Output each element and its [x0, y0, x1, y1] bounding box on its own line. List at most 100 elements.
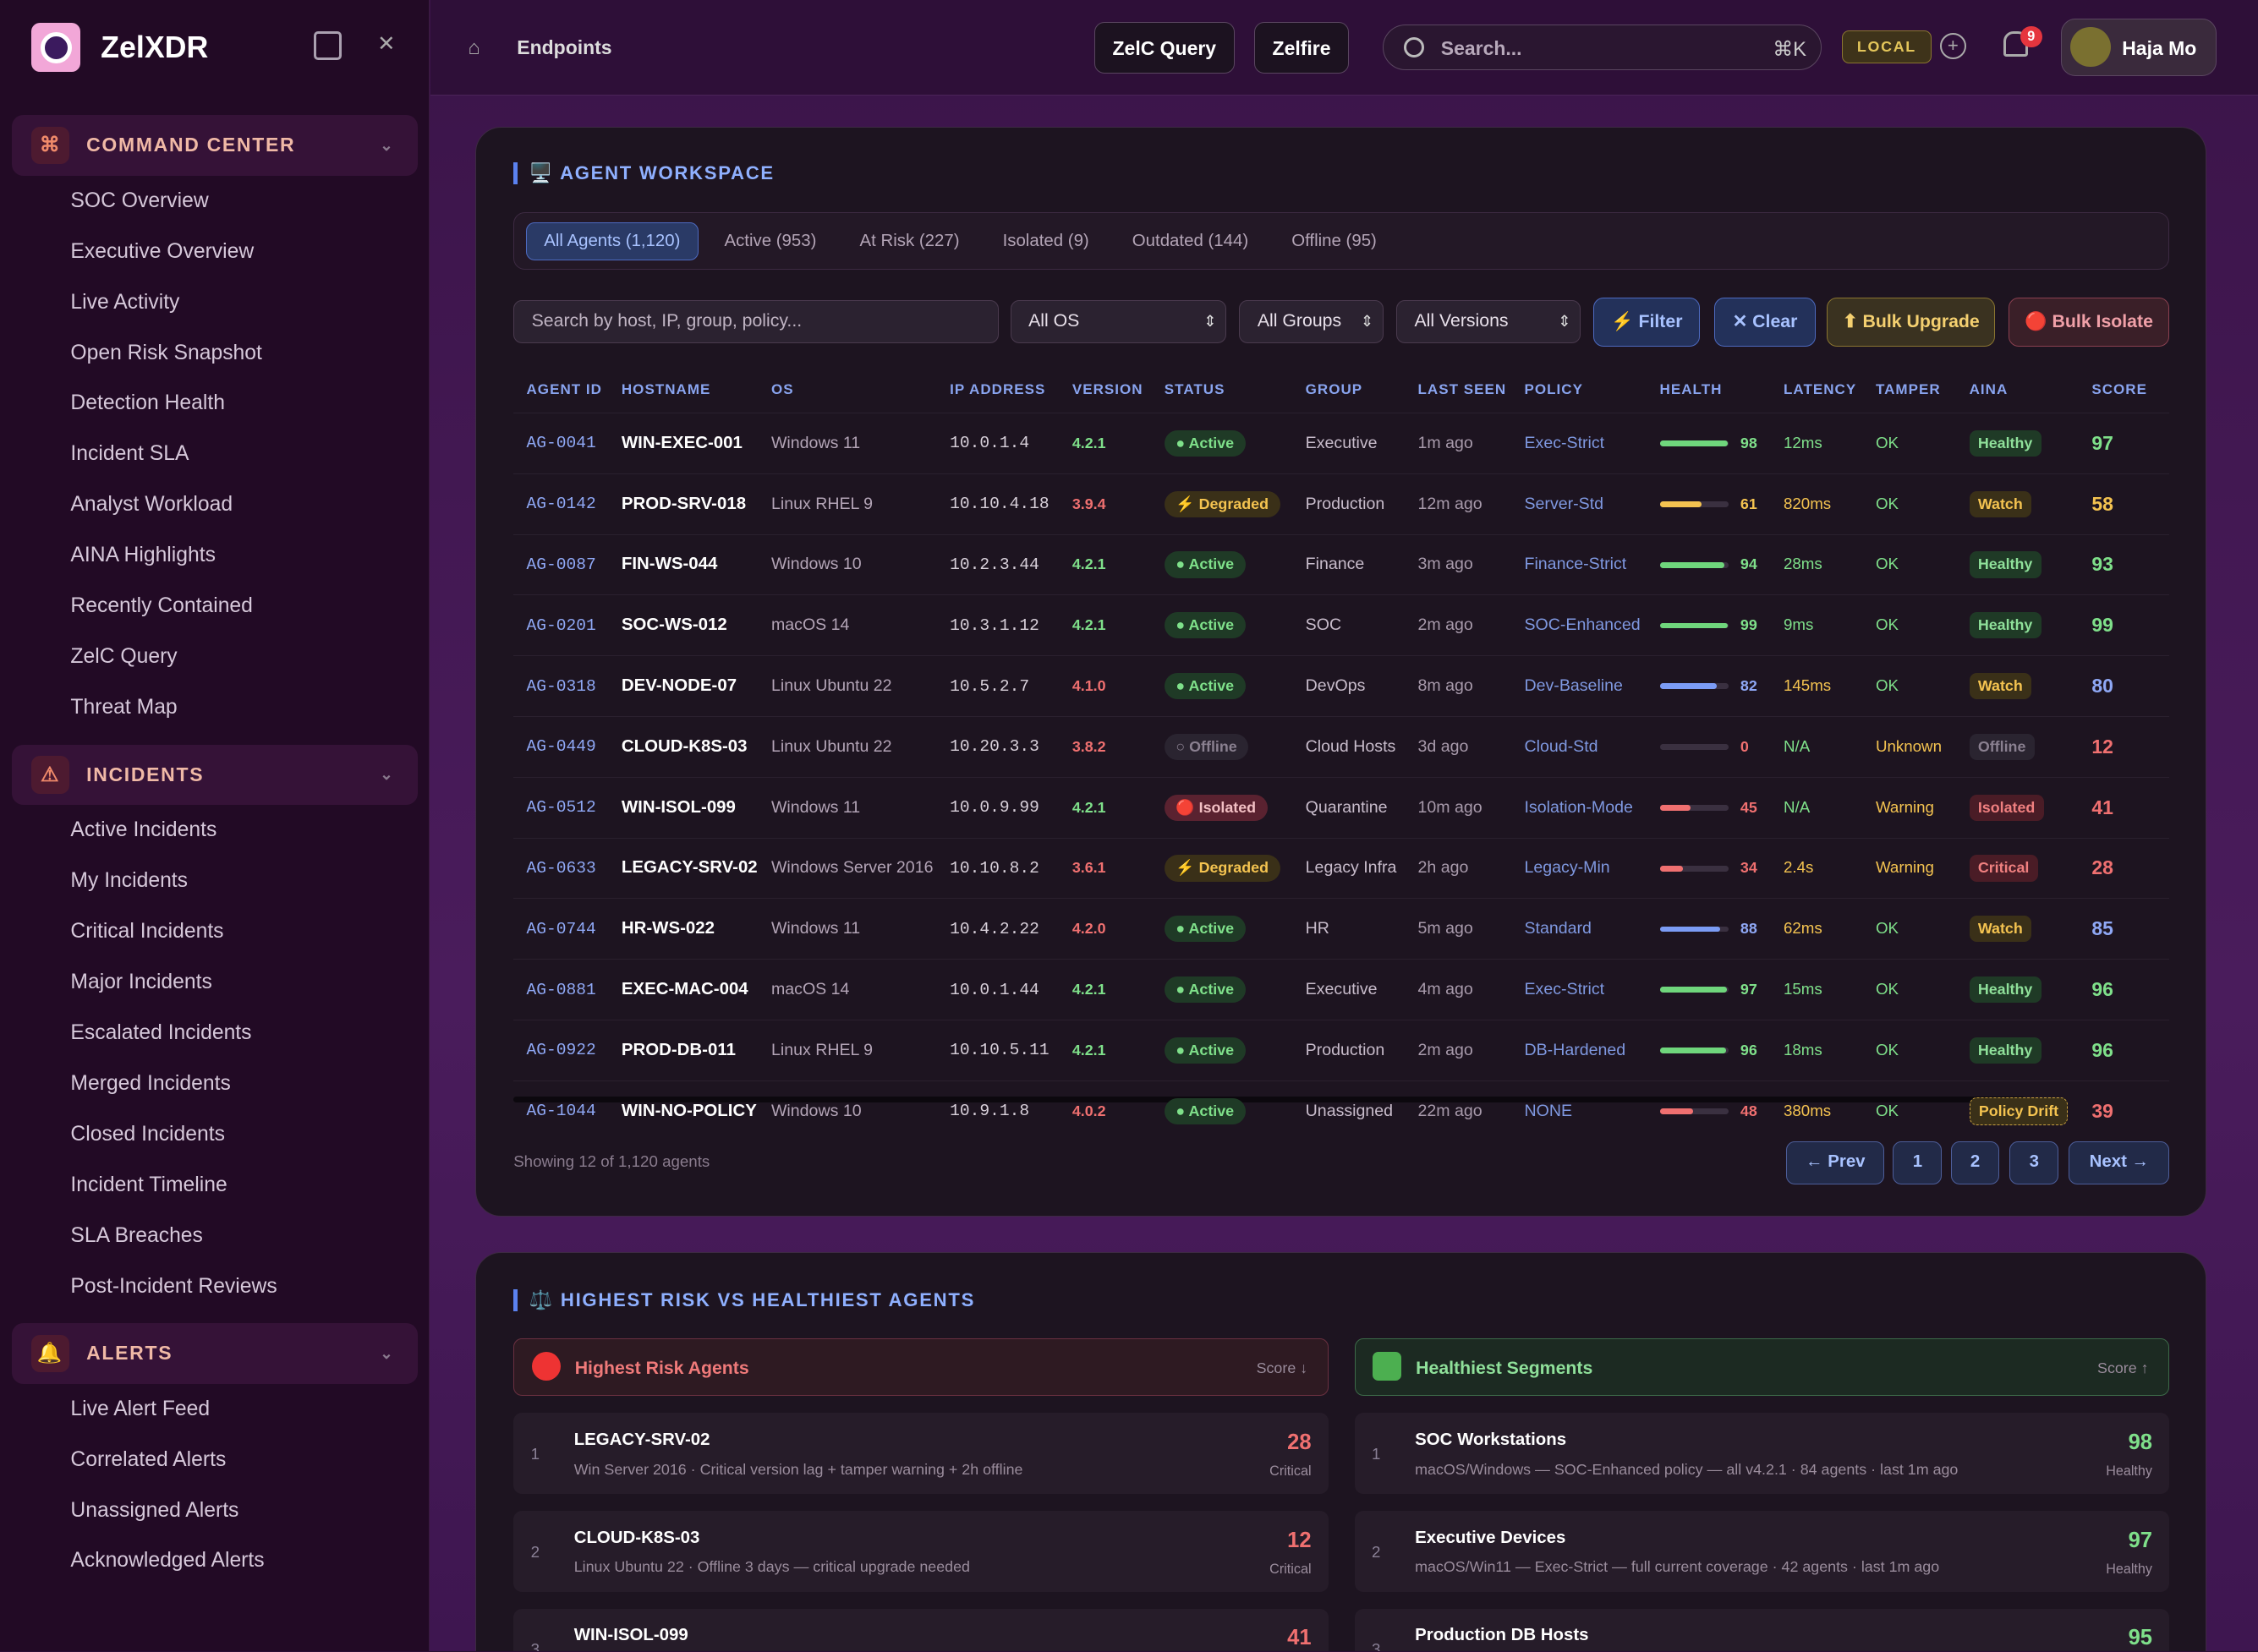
agent-row[interactable]: AG-0041 WIN-EXEC-001 Windows 11 10.0.1.4 4.2…: [513, 412, 2170, 474]
nav-item[interactable]: ZelC Query: [70, 645, 178, 669]
agent-id[interactable]: AG-0512: [526, 798, 596, 818]
policy[interactable]: Isolation-Mode: [1524, 797, 1633, 817]
risk-item[interactable]: 1 SOC Workstations macOS/Windows — SOC-Enh…: [1354, 1413, 2170, 1494]
tab[interactable]: All Agents (1,120): [525, 222, 699, 261]
nav-item[interactable]: Merged Incidents: [70, 1071, 231, 1095]
policy[interactable]: Exec-Strict: [1524, 433, 1605, 452]
nav-item[interactable]: Analyst Workload: [70, 493, 233, 517]
policy[interactable]: Standard: [1524, 919, 1592, 938]
page-button[interactable]: 3: [2009, 1141, 2059, 1184]
select[interactable]: All Versions: [1396, 300, 1581, 344]
section-header[interactable]: ⚠ INCIDENTS ⌄: [11, 744, 418, 806]
policy[interactable]: SOC-Enhanced: [1524, 615, 1641, 635]
nav-item[interactable]: Live Activity: [70, 290, 180, 314]
risk-item[interactable]: 2 Executive Devices macOS/Win11 — Exec-Str…: [1354, 1511, 2170, 1592]
nav-item[interactable]: Active Incidents: [70, 818, 217, 842]
action-button[interactable]: 🔴 Bulk Isolate: [2008, 297, 2170, 347]
section-header[interactable]: 🔔 ALERTS ⌄: [11, 1323, 418, 1384]
close-button[interactable]: ✕: [377, 32, 396, 57]
select[interactable]: All OS: [1010, 300, 1227, 344]
agent-id[interactable]: AG-0881: [526, 980, 596, 999]
page-button[interactable]: ← Prev: [1786, 1141, 1885, 1184]
tab[interactable]: Isolated (9): [1002, 231, 1089, 250]
nav-item[interactable]: Executive Overview: [70, 239, 255, 263]
policy[interactable]: NONE: [1524, 1101, 1573, 1120]
tab[interactable]: Outdated (144): [1132, 231, 1249, 250]
home-icon[interactable]: ⌂: [468, 36, 480, 59]
agent-id[interactable]: AG-0744: [526, 919, 596, 938]
action-button[interactable]: ⬆ Bulk Upgrade: [1827, 297, 1996, 347]
agent-row[interactable]: AG-0881 EXEC-MAC-004 macOS 14 10.0.1.44 4.2.…: [513, 959, 2170, 1020]
agent-id[interactable]: AG-0142: [526, 495, 596, 514]
agent-row[interactable]: AG-0922 PROD-DB-011 Linux RHEL 9 10.10.5.11…: [513, 1019, 2170, 1081]
agent-id[interactable]: AG-0201: [526, 615, 596, 635]
global-search[interactable]: Search... ⌘K: [1382, 24, 1822, 71]
tab[interactable]: At Risk (227): [859, 231, 960, 250]
nav-item[interactable]: Unassigned Alerts: [70, 1498, 239, 1522]
agent-row[interactable]: AG-0512 WIN-ISOL-099 Windows 11 10.0.9.99 4.…: [513, 776, 2170, 839]
agent-id[interactable]: AG-0087: [526, 555, 596, 574]
risk-item[interactable]: 2 CLOUD-K8S-03 Linux Ubuntu 22 · Offline 3…: [513, 1511, 1329, 1592]
agent-id[interactable]: AG-0922: [526, 1041, 596, 1060]
policy[interactable]: Server-Std: [1524, 494, 1604, 513]
nav-item[interactable]: Closed Incidents: [70, 1122, 225, 1146]
policy[interactable]: DB-Hardened: [1524, 1040, 1626, 1059]
action-button[interactable]: ✕ Clear: [1714, 297, 1816, 347]
agent-id[interactable]: AG-0449: [526, 737, 596, 757]
add-button[interactable]: +: [1939, 33, 1966, 60]
nav-item[interactable]: Incident Timeline: [70, 1173, 227, 1196]
nav-item[interactable]: AINA Highlights: [70, 544, 216, 567]
panel-sort[interactable]: Score ↓: [1256, 1359, 1308, 1376]
page-button[interactable]: 2: [1950, 1141, 2000, 1184]
agent-row[interactable]: AG-0744 HR-WS-022 Windows 11 10.4.2.22 4.2.0…: [513, 898, 2170, 960]
policy[interactable]: Exec-Strict: [1524, 980, 1605, 999]
agent-id[interactable]: AG-0041: [526, 434, 596, 453]
panel-sort[interactable]: Score ↑: [2097, 1359, 2149, 1376]
agent-search[interactable]: Search by host, IP, group, policy...: [513, 300, 1000, 344]
nav-item[interactable]: Critical Incidents: [70, 920, 224, 944]
nav-item[interactable]: SLA Breaches: [70, 1223, 203, 1247]
nav-item[interactable]: Escalated Incidents: [70, 1020, 252, 1044]
policy[interactable]: Dev-Baseline: [1524, 676, 1623, 696]
nav-item[interactable]: SOC Overview: [70, 189, 209, 212]
tab[interactable]: Active (953): [724, 231, 817, 250]
nav-item[interactable]: Correlated Alerts: [70, 1447, 227, 1471]
policy[interactable]: Finance-Strict: [1524, 555, 1627, 574]
policy[interactable]: Cloud-Std: [1524, 736, 1598, 756]
agent-row[interactable]: AG-0142 PROD-SRV-018 Linux RHEL 9 10.10.4.1…: [513, 473, 2170, 535]
user-menu[interactable]: Haja Mo: [2060, 19, 2217, 77]
agent-row[interactable]: AG-0201 SOC-WS-012 macOS 14 10.3.1.12 4.2.1 ●…: [513, 594, 2170, 656]
nav-item[interactable]: Threat Map: [70, 696, 178, 719]
agent-row[interactable]: AG-0449 CLOUD-K8S-03 Linux Ubuntu 22 10.20.…: [513, 715, 2170, 778]
nav-item[interactable]: Recently Contained: [70, 594, 253, 618]
agent-row[interactable]: AG-0087 FIN-WS-044 Windows 10 10.2.3.44 4.2.…: [513, 533, 2170, 595]
nav-item[interactable]: Detection Health: [70, 391, 225, 415]
page-button[interactable]: 1: [1893, 1141, 1943, 1184]
tab[interactable]: Offline (95): [1291, 231, 1377, 250]
collapse-button[interactable]: [314, 31, 343, 60]
nav-item[interactable]: Open Risk Snapshot: [70, 341, 262, 364]
action-button[interactable]: ⚡ Filter: [1593, 297, 1701, 347]
agent-row[interactable]: AG-0318 DEV-NODE-07 Linux Ubuntu 22 10.5.2.…: [513, 655, 2170, 717]
nav-item[interactable]: Acknowledged Alerts: [70, 1549, 265, 1573]
nav-item[interactable]: Major Incidents: [70, 970, 212, 993]
select[interactable]: All Groups: [1239, 300, 1384, 344]
agent-row[interactable]: AG-1044 WIN-NO-POLICY Windows 10 10.9.1.8 4.…: [513, 1080, 2170, 1141]
top-button[interactable]: Zelfire: [1254, 21, 1349, 74]
agent-row[interactable]: AG-0633 LEGACY-SRV-02 Windows Server 2016 1…: [513, 837, 2170, 899]
agent-id[interactable]: AG-1044: [526, 1102, 596, 1121]
os: Linux Ubuntu 22: [758, 715, 937, 778]
agent-id[interactable]: AG-0633: [526, 858, 596, 878]
top-button[interactable]: ZelC Query: [1094, 21, 1235, 74]
page-button[interactable]: Next →: [2069, 1141, 2170, 1184]
nav-item[interactable]: Post-Incident Reviews: [70, 1274, 277, 1298]
policy[interactable]: Legacy-Min: [1524, 858, 1610, 878]
section-header[interactable]: ⌘ COMMAND CENTER ⌄: [11, 115, 418, 176]
nav-item[interactable]: Incident SLA: [70, 442, 189, 466]
risk-item[interactable]: 1 LEGACY-SRV-02 Win Server 2016 · Critical…: [513, 1413, 1329, 1494]
nav-item[interactable]: My Incidents: [70, 869, 188, 893]
agent-id[interactable]: AG-0318: [526, 676, 596, 696]
nav-item[interactable]: Live Alert Feed: [70, 1397, 211, 1420]
